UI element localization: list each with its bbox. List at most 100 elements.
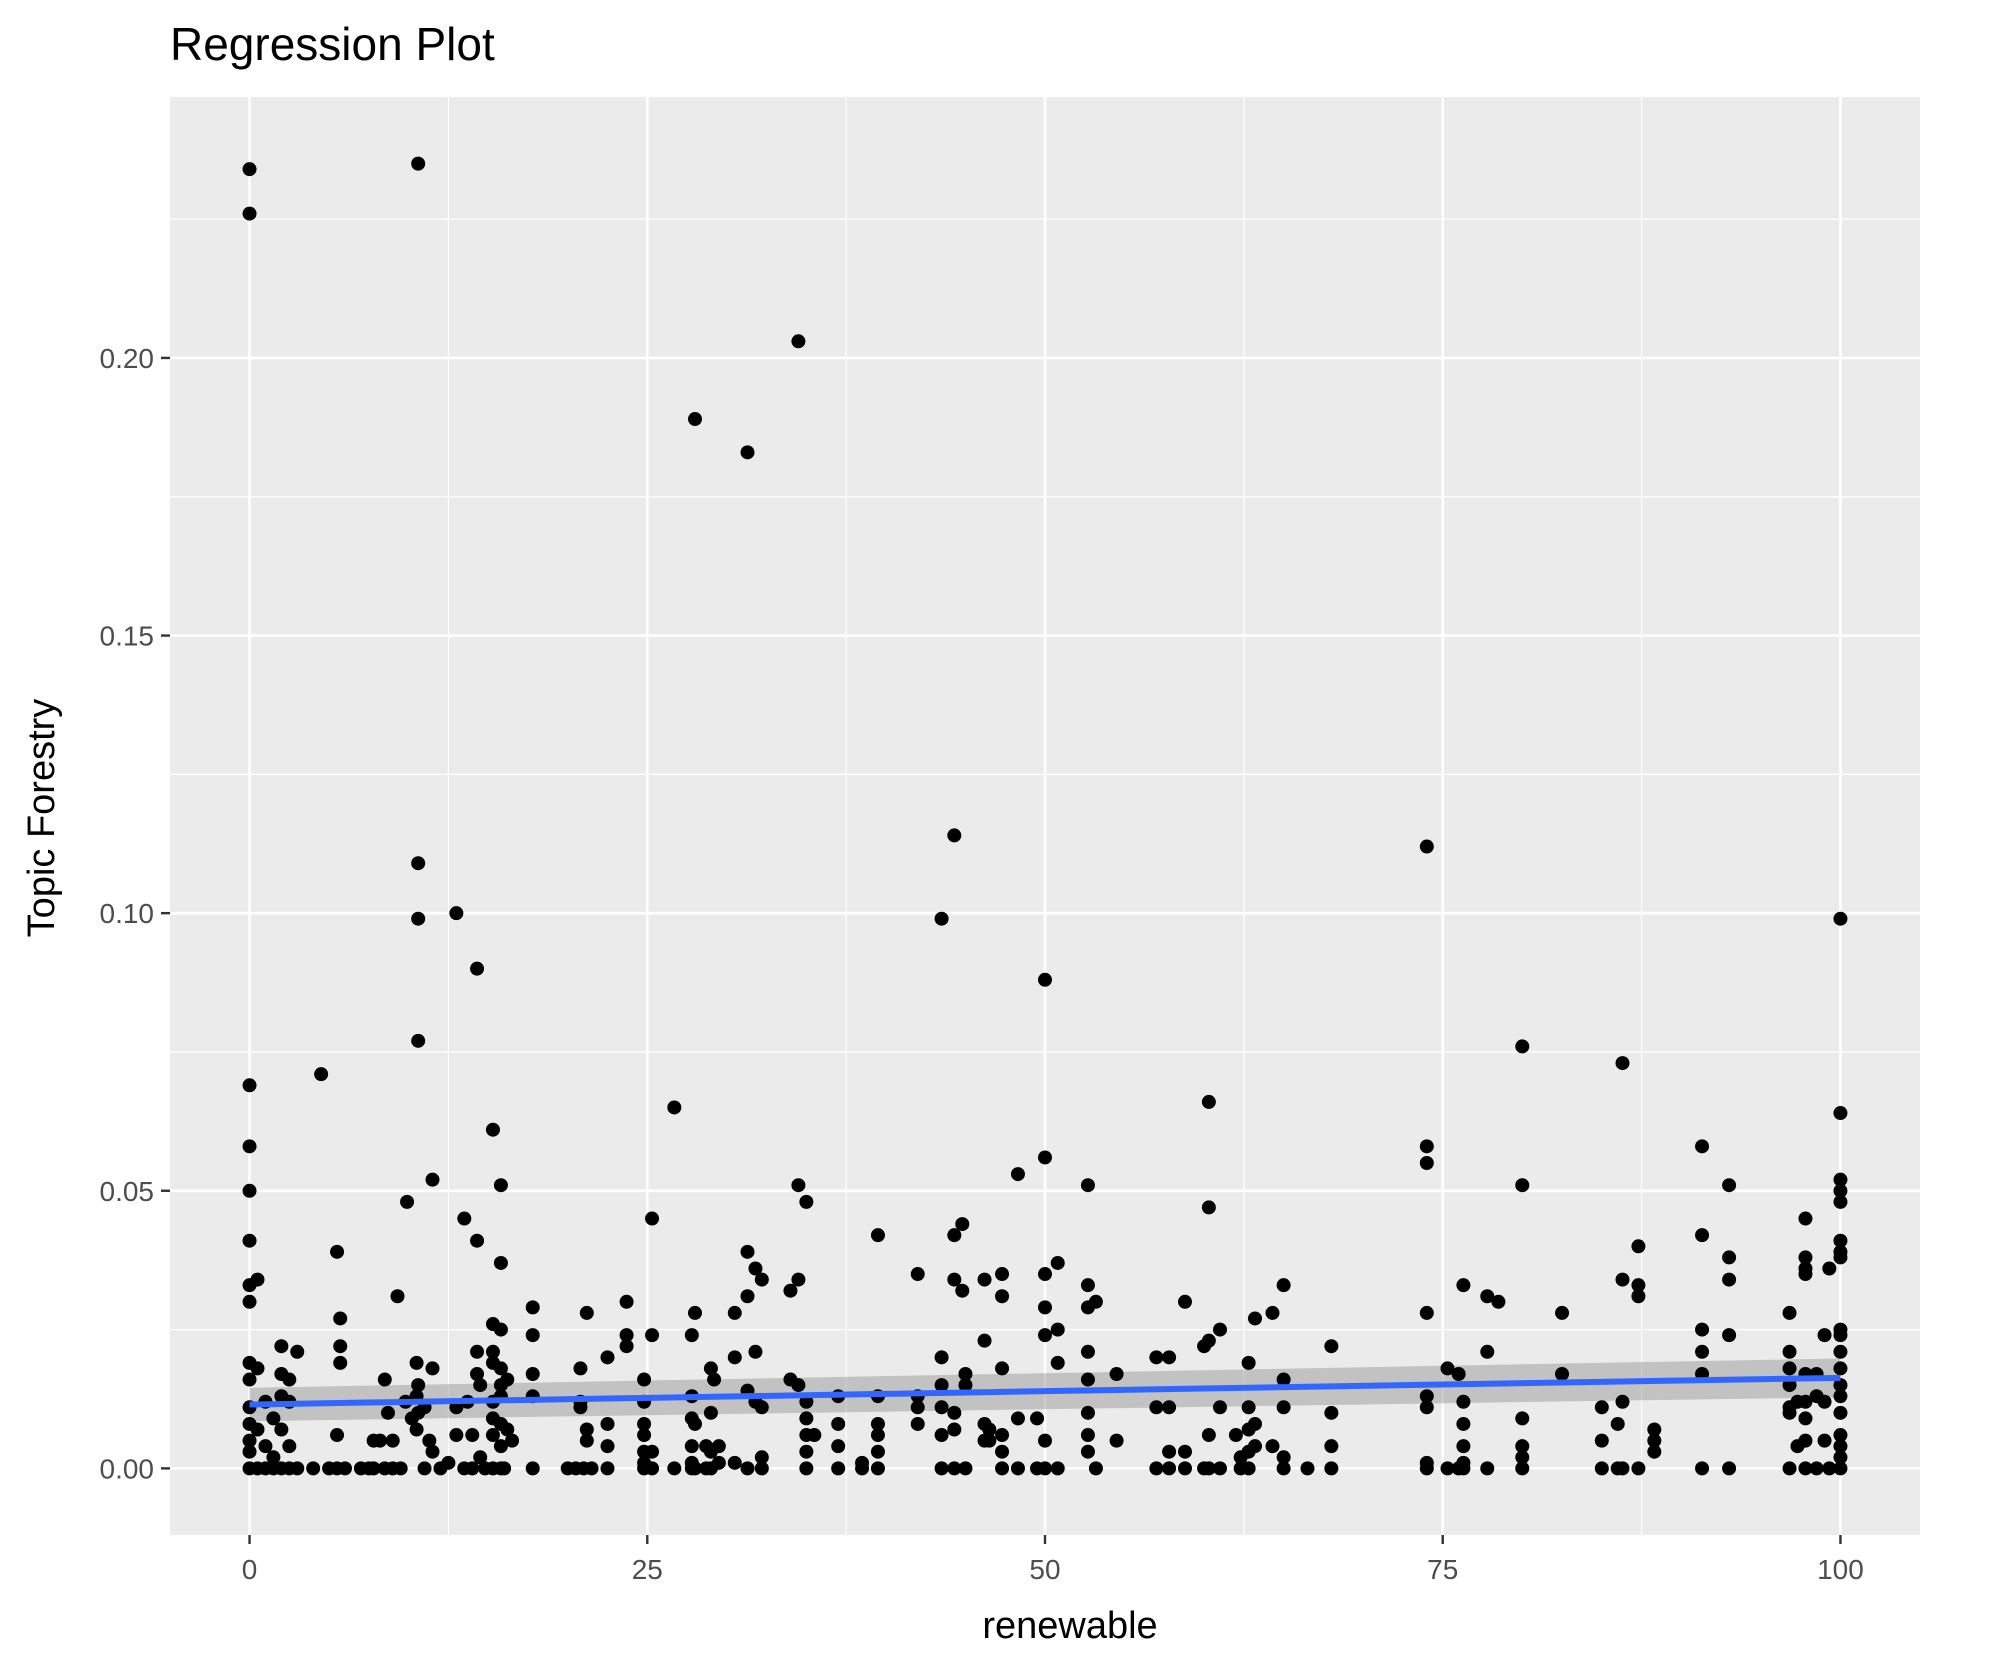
data-point — [645, 1211, 660, 1226]
data-point — [1833, 911, 1848, 926]
data-point — [783, 1283, 798, 1298]
data-point — [274, 1339, 289, 1354]
data-point — [600, 1416, 615, 1431]
data-point — [977, 1333, 992, 1348]
data-point — [1050, 1355, 1065, 1370]
data-point — [1515, 1439, 1530, 1454]
data-point — [274, 1422, 289, 1437]
data-point — [1615, 1461, 1630, 1476]
data-point — [754, 1272, 769, 1287]
x-tick-label: 100 — [1817, 1554, 1864, 1585]
data-point — [525, 1366, 540, 1381]
data-point — [870, 1416, 885, 1431]
y-axis-title: Topic Forestry — [21, 699, 63, 938]
data-point — [1615, 1056, 1630, 1071]
data-point — [1615, 1272, 1630, 1287]
data-point — [1080, 1428, 1095, 1443]
data-point — [934, 1461, 949, 1476]
data-point — [493, 1322, 508, 1337]
data-point — [1456, 1394, 1471, 1409]
data-point — [934, 1428, 949, 1443]
data-point — [493, 1361, 508, 1376]
data-point — [1456, 1416, 1471, 1431]
data-point — [1038, 1300, 1052, 1315]
data-point — [1833, 1461, 1848, 1476]
data-point — [947, 828, 962, 843]
data-point — [1798, 1433, 1813, 1448]
data-point — [1324, 1339, 1339, 1354]
data-point — [831, 1461, 846, 1476]
data-point — [1276, 1461, 1291, 1476]
data-point — [449, 1428, 464, 1443]
data-point — [493, 1178, 508, 1193]
data-point — [754, 1400, 769, 1415]
data-point — [684, 1439, 699, 1454]
data-point — [1201, 1428, 1216, 1443]
data-point — [1695, 1228, 1710, 1243]
data-point — [1050, 1461, 1065, 1476]
data-point — [1201, 1200, 1216, 1215]
data-point — [1324, 1405, 1339, 1420]
data-point — [242, 162, 257, 177]
data-point — [1817, 1394, 1832, 1409]
data-point — [525, 1461, 540, 1476]
data-point — [380, 1405, 395, 1420]
data-point — [1631, 1278, 1646, 1293]
data-point — [1798, 1250, 1813, 1265]
data-point — [711, 1455, 726, 1470]
data-point — [330, 1244, 345, 1259]
data-point — [497, 1461, 512, 1476]
data-point — [600, 1350, 615, 1365]
data-point — [1109, 1433, 1124, 1448]
data-point — [1833, 1328, 1848, 1343]
data-point — [411, 911, 426, 926]
data-point — [955, 1283, 970, 1298]
data-point — [1833, 1378, 1848, 1393]
data-point — [1555, 1305, 1570, 1320]
data-point — [470, 1366, 485, 1381]
data-point — [1265, 1439, 1280, 1454]
data-point — [855, 1461, 870, 1476]
data-point — [947, 1228, 962, 1243]
data-point — [1276, 1400, 1291, 1415]
data-point — [910, 1267, 925, 1282]
data-point — [707, 1372, 722, 1387]
data-point — [1809, 1461, 1824, 1476]
data-point — [1038, 1461, 1052, 1476]
data-point — [1149, 1350, 1164, 1365]
data-point — [385, 1433, 400, 1448]
data-point — [579, 1433, 594, 1448]
data-point — [1456, 1461, 1471, 1476]
data-point — [1722, 1272, 1737, 1287]
data-point — [500, 1422, 515, 1437]
data-point — [1798, 1411, 1813, 1426]
data-point — [799, 1411, 814, 1426]
data-point — [870, 1461, 885, 1476]
data-point — [1798, 1461, 1813, 1476]
data-point — [1038, 1267, 1052, 1282]
data-point — [688, 1305, 702, 1320]
data-point — [995, 1267, 1010, 1282]
data-point — [1088, 1461, 1103, 1476]
data-point — [1419, 1389, 1434, 1404]
data-point — [282, 1372, 297, 1387]
data-point — [637, 1416, 652, 1431]
data-point — [740, 445, 755, 460]
data-point — [579, 1305, 594, 1320]
data-point — [573, 1361, 588, 1376]
data-point — [290, 1461, 305, 1476]
data-point — [667, 1461, 682, 1476]
data-point — [1201, 1094, 1216, 1109]
data-point — [958, 1378, 973, 1393]
data-point — [947, 1272, 962, 1287]
data-point — [1647, 1422, 1662, 1437]
data-point — [1833, 1389, 1848, 1404]
data-point — [1833, 1194, 1848, 1209]
data-point — [1201, 1461, 1216, 1476]
data-point — [1833, 1428, 1848, 1443]
data-point — [1419, 1461, 1434, 1476]
data-point — [1010, 1167, 1025, 1182]
chart-title: Regression Plot — [170, 18, 495, 70]
data-point — [584, 1461, 599, 1476]
